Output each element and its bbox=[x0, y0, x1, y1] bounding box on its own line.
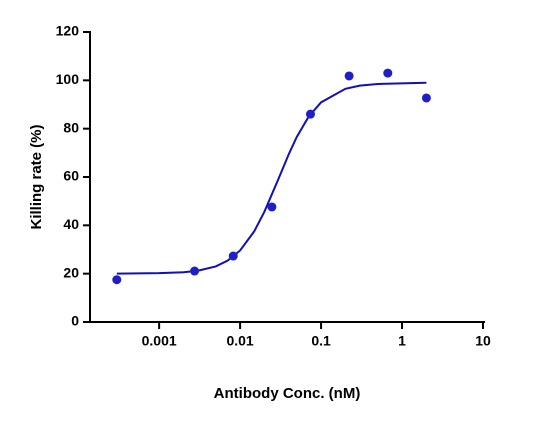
x-axis-label: Antibody Conc. (nM) bbox=[214, 385, 361, 402]
y-tick-label: 40 bbox=[63, 216, 79, 232]
y-tick-label: 0 bbox=[71, 313, 79, 329]
x-tick-label: 0.001 bbox=[142, 333, 177, 349]
data-point bbox=[383, 68, 393, 78]
y-axis-label: Killing rate (%) bbox=[28, 124, 45, 229]
y-tick-label: 60 bbox=[63, 168, 79, 184]
data-point bbox=[344, 71, 354, 81]
x-tick-label: 10 bbox=[475, 333, 491, 349]
x-tick-label: 1 bbox=[398, 333, 406, 349]
y-tick-label: 100 bbox=[56, 71, 80, 87]
data-point bbox=[421, 93, 431, 103]
y-tick-label: 20 bbox=[63, 264, 79, 280]
data-point bbox=[228, 251, 238, 261]
fit-curve bbox=[116, 81, 427, 275]
x-tick-label: 0.01 bbox=[226, 333, 253, 349]
data-point bbox=[305, 109, 315, 119]
data-point bbox=[267, 202, 277, 212]
y-tick-label: 80 bbox=[63, 119, 79, 135]
x-tick-label: 0.1 bbox=[311, 333, 331, 349]
data-point bbox=[190, 266, 200, 276]
y-tick-label: 120 bbox=[56, 23, 80, 39]
data-point bbox=[112, 275, 122, 285]
